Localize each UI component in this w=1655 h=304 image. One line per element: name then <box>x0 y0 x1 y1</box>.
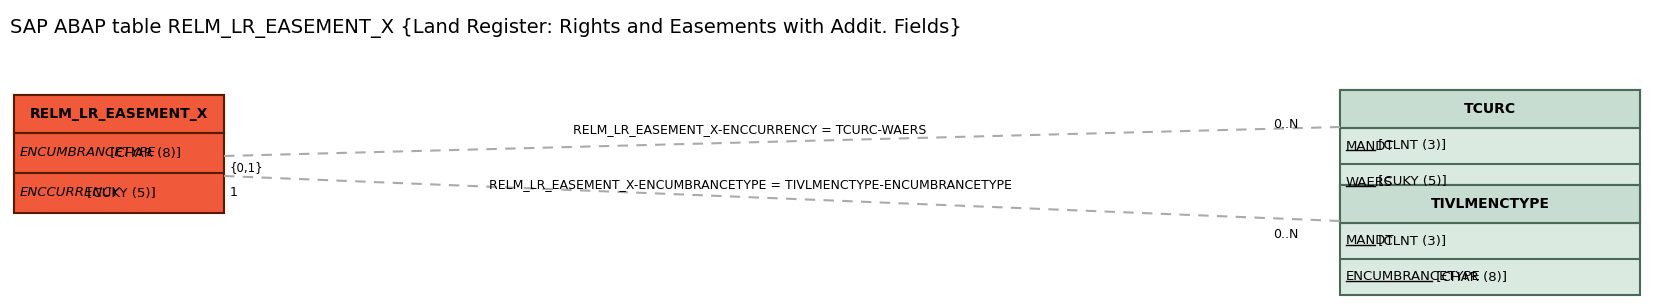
Text: {0,1}: {0,1} <box>230 161 263 174</box>
Bar <box>1341 185 1640 223</box>
Text: 0..N: 0..N <box>1273 118 1298 130</box>
Text: ENCUMBRANCETYPE: ENCUMBRANCETYPE <box>1346 271 1481 284</box>
Text: [CLNT (3)]: [CLNT (3)] <box>1375 140 1446 153</box>
Text: WAERS: WAERS <box>1346 175 1394 188</box>
Text: SAP ABAP table RELM_LR_EASEMENT_X {Land Register: Rights and Easements with Addi: SAP ABAP table RELM_LR_EASEMENT_X {Land … <box>10 18 962 38</box>
Text: [CHAR (8)]: [CHAR (8)] <box>1432 271 1506 284</box>
Text: ENCUMBRANCETYPE: ENCUMBRANCETYPE <box>20 147 156 160</box>
Text: MANDT: MANDT <box>1346 234 1395 247</box>
Text: ENCCURRENCY: ENCCURRENCY <box>20 186 121 199</box>
Text: [CLNT (3)]: [CLNT (3)] <box>1375 234 1446 247</box>
Text: MANDT: MANDT <box>1346 140 1395 153</box>
Text: RELM_LR_EASEMENT_X-ENCCURRENCY = TCURC-WAERS: RELM_LR_EASEMENT_X-ENCCURRENCY = TCURC-W… <box>573 123 927 136</box>
Bar <box>1341 90 1640 200</box>
Text: [CHAR (8)]: [CHAR (8)] <box>106 147 180 160</box>
Text: RELM_LR_EASEMENT_X: RELM_LR_EASEMENT_X <box>30 107 209 121</box>
Bar <box>1341 185 1640 295</box>
Bar <box>13 95 223 133</box>
Text: RELM_LR_EASEMENT_X-ENCUMBRANCETYPE = TIVLMENCTYPE-ENCUMBRANCETYPE: RELM_LR_EASEMENT_X-ENCUMBRANCETYPE = TIV… <box>488 178 1011 192</box>
Text: [CUKY (5)]: [CUKY (5)] <box>83 186 156 199</box>
Bar <box>1341 90 1640 128</box>
Text: TIVLMENCTYPE: TIVLMENCTYPE <box>1430 197 1549 211</box>
Text: 1: 1 <box>230 185 238 199</box>
Bar <box>13 95 223 213</box>
Text: 0..N: 0..N <box>1273 229 1298 241</box>
Text: [CUKY (5)]: [CUKY (5)] <box>1375 175 1446 188</box>
Text: TCURC: TCURC <box>1465 102 1516 116</box>
